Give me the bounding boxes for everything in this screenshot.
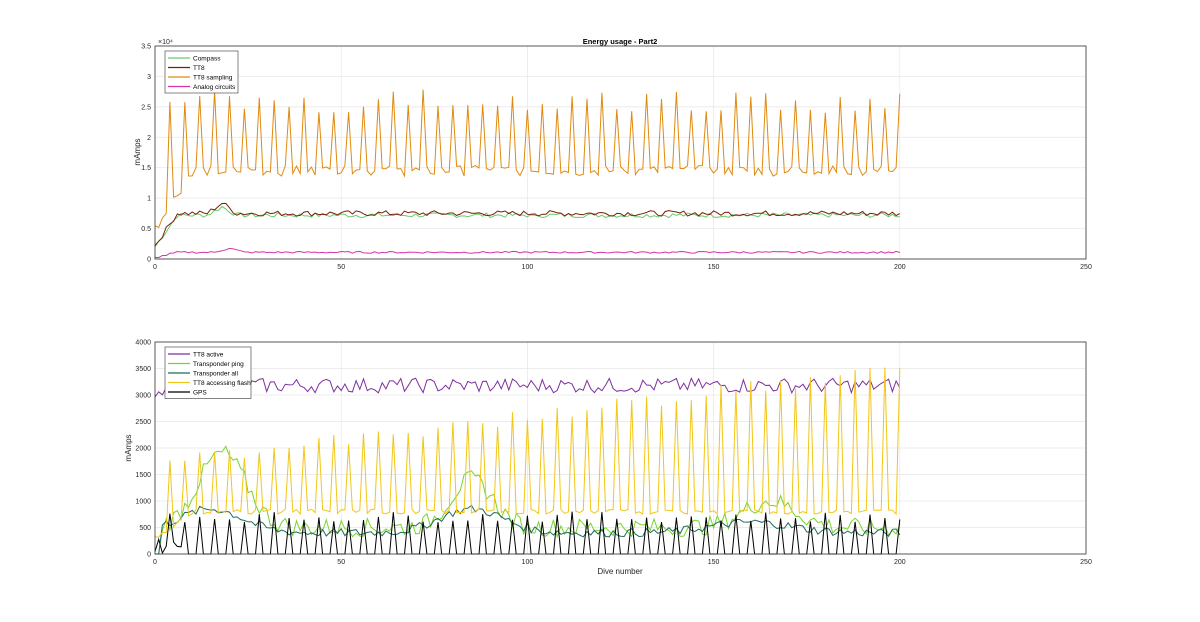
x-tick-label: 250 bbox=[1080, 264, 1092, 271]
x-tick-label: 250 bbox=[1080, 559, 1092, 566]
bottom-ticks: 0 50 100 150 200 2500500100015002000250030003… bbox=[135, 340, 1092, 567]
legend-entry: GPS bbox=[193, 389, 207, 396]
legend-entry: Transponder all bbox=[193, 370, 238, 377]
y-tick-label: 3.5 bbox=[141, 44, 151, 51]
y-tick-label: 1500 bbox=[135, 472, 151, 479]
x-tick-label: 50 bbox=[337, 559, 345, 566]
y-tick-label: 500 bbox=[139, 525, 151, 532]
legend-entry: TT8 bbox=[193, 65, 205, 72]
top-legend: Compass TT8 TT8 sampling Analog circuits bbox=[164, 50, 239, 94]
series-line-analog-circuits bbox=[154, 247, 900, 259]
top-grid bbox=[154, 45, 1087, 260]
legend-entry: Transponder ping bbox=[193, 361, 244, 368]
top-chart-title: Energy usage - Part2 bbox=[583, 37, 658, 46]
top-y-axis-label: mAmps bbox=[133, 138, 142, 165]
bottom-x-axis-label: Dive number bbox=[597, 567, 643, 576]
y-tick-label: 1 bbox=[147, 196, 151, 203]
bottom-y-axis-label: mAmps bbox=[124, 434, 133, 461]
x-tick-label: 200 bbox=[894, 559, 906, 566]
legend-entry: Analog circuits bbox=[193, 84, 236, 91]
x-tick-label: 100 bbox=[522, 559, 534, 566]
legend-entry: Compass bbox=[193, 55, 221, 62]
bottom-grid bbox=[154, 341, 1087, 555]
y-tick-label: 3 bbox=[147, 74, 151, 81]
top-axes: 0 50 100 150 200 250 0 0.5 1 1.5 2 2.5 3 3.5 Energy u… bbox=[133, 37, 1092, 271]
x-tick-label: 0 bbox=[153, 264, 157, 271]
series-line-tt8-sampling bbox=[154, 89, 901, 229]
x-tick-label: 200 bbox=[894, 264, 906, 271]
y-tick-label: 1000 bbox=[135, 499, 151, 506]
y-tick-label: 3000 bbox=[135, 393, 151, 400]
y-tick-label: 2 bbox=[147, 135, 151, 142]
series-line-compass bbox=[154, 205, 900, 248]
legend-entry: TT8 accessing flash bbox=[193, 380, 251, 387]
y-tick-label: 0 bbox=[147, 257, 151, 264]
y-tick-label: 0 bbox=[147, 552, 151, 559]
y-tick-label: 1.5 bbox=[141, 165, 151, 172]
x-tick-label: 150 bbox=[708, 559, 720, 566]
top-ticks: 0 50 100 150 200 250 0 0.5 1 1.5 2 2.5 3 3.5 bbox=[141, 44, 1092, 272]
x-tick-label: 50 bbox=[337, 264, 345, 271]
top-axes-frame bbox=[154, 45, 1087, 260]
bottom-axes: 0 50 100 150 200 2500500100015002000250030003… bbox=[124, 340, 1092, 577]
y-tick-label: 0.5 bbox=[141, 226, 151, 233]
bottom-legend: TT8 active Transponder ping Transponder al… bbox=[164, 346, 252, 399]
series-line-tt8 bbox=[154, 202, 901, 246]
y-tick-label: 4000 bbox=[135, 340, 151, 347]
x-tick-label: 100 bbox=[522, 264, 534, 271]
top-y-exponent: ×10⁴ bbox=[158, 39, 173, 46]
x-tick-label: 0 bbox=[153, 559, 157, 566]
legend-entry: TT8 active bbox=[193, 351, 224, 358]
x-tick-label: 150 bbox=[708, 264, 720, 271]
legend-entry: TT8 sampling bbox=[193, 74, 233, 81]
y-tick-label: 2.5 bbox=[141, 104, 151, 111]
series-line-transponder-all bbox=[155, 504, 901, 555]
series-line-tt8-active bbox=[154, 376, 901, 398]
series-line-tt8-accessing-flash bbox=[154, 367, 901, 538]
top-series-lines bbox=[154, 89, 901, 259]
y-tick-label: 2000 bbox=[135, 446, 151, 453]
y-tick-label: 3500 bbox=[135, 366, 151, 373]
y-tick-label: 2500 bbox=[135, 419, 151, 426]
bottom-axes-frame bbox=[154, 341, 1087, 555]
